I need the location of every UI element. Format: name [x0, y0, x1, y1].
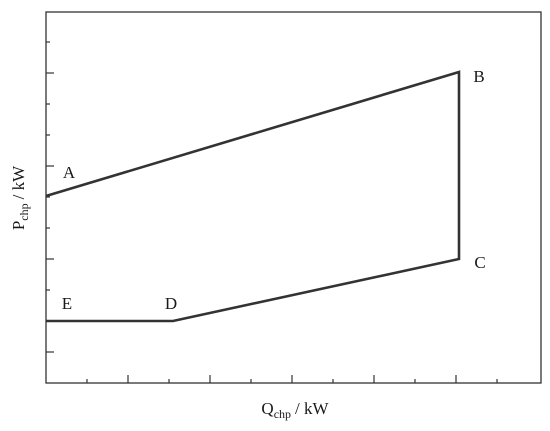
point-label: D [165, 294, 177, 313]
symbol: Q [261, 399, 273, 418]
x-axis-label: Qchp / kW [261, 399, 329, 421]
point-label: E [62, 294, 72, 313]
point-label: A [63, 163, 76, 182]
unit: / kW [9, 165, 28, 199]
plot-frame [45, 11, 542, 384]
symbol: P [9, 221, 28, 230]
unit: / kW [295, 399, 329, 418]
point-label: B [473, 67, 484, 86]
operating-region [45, 70, 461, 323]
subscript: chp [17, 203, 31, 220]
subscript: chp [274, 407, 291, 421]
ticks [46, 41, 498, 383]
point-label: C [474, 253, 485, 272]
y-axis-label: Pchp / kW [9, 165, 31, 230]
